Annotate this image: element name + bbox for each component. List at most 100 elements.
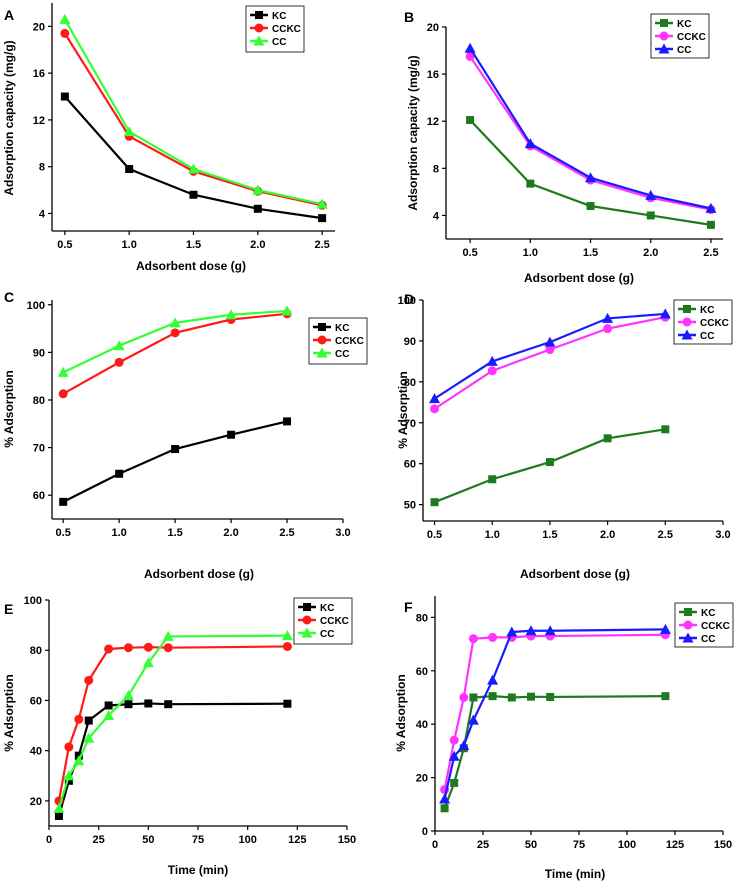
legend-label: KC [700, 305, 714, 316]
x-tick-label: 3.0 [335, 527, 350, 539]
y-axis-title: % Adsorption [394, 674, 408, 752]
data-point [143, 642, 153, 652]
data-point [603, 324, 613, 334]
data-point [115, 469, 124, 478]
data-point [544, 336, 556, 347]
x-axis-title: Time (min) [168, 863, 228, 877]
y-tick-label: 80 [30, 645, 42, 657]
data-point [429, 393, 441, 404]
legend-label: CCKC [272, 24, 301, 35]
legend-label: KC [272, 11, 286, 22]
legend-label: CC [272, 37, 286, 48]
y-tick-label: 40 [30, 746, 42, 758]
data-point [63, 770, 75, 781]
series-line [62, 420, 288, 503]
data-point [316, 198, 328, 209]
x-tick-label: 2.0 [250, 239, 265, 251]
legend-swatch-marker [683, 620, 693, 630]
x-tick-label: 3.0 [715, 529, 730, 541]
legend-label: CC [701, 634, 715, 645]
legend-swatch-marker [255, 11, 263, 19]
data-point [488, 475, 497, 484]
data-point [661, 692, 670, 701]
data-point [430, 498, 439, 507]
panel-letter: E [4, 601, 13, 617]
x-axis-title: Adsorbent dose (g) [524, 271, 634, 285]
y-tick-label: 80 [33, 395, 45, 407]
data-point [602, 312, 614, 323]
x-tick-label: 25 [477, 839, 489, 851]
legend-label: CCKC [701, 621, 730, 632]
x-tick-label: 2.0 [643, 247, 658, 259]
x-tick-label: 1.5 [167, 527, 182, 539]
data-point [281, 305, 293, 316]
legend-label: KC [320, 603, 334, 614]
data-point [64, 742, 74, 752]
x-tick-label: 2.0 [600, 529, 615, 541]
data-point [318, 214, 327, 223]
y-tick-label: 60 [416, 666, 428, 678]
data-point [123, 643, 133, 653]
data-point [486, 355, 498, 366]
legend-swatch-marker [682, 317, 692, 327]
y-tick-label: 100 [24, 595, 42, 607]
data-point [705, 202, 717, 213]
x-tick-label: 125 [666, 839, 684, 851]
data-point [103, 710, 115, 721]
series-line [469, 55, 712, 211]
data-point [170, 328, 180, 338]
legend-swatch-marker [658, 43, 670, 54]
y-tick-label: 70 [404, 418, 416, 430]
x-tick-label: 50 [525, 839, 537, 851]
x-tick-label: 0 [46, 834, 52, 846]
series-cckc [54, 641, 292, 806]
data-point [171, 445, 180, 454]
data-point [706, 220, 715, 229]
data-point [113, 340, 125, 351]
data-point [281, 630, 293, 641]
y-axis-title: Adsorption capacity (mg/g) [2, 40, 16, 195]
legend-label: KC [677, 19, 691, 30]
data-point [60, 92, 69, 101]
x-tick-label: 0.5 [427, 529, 442, 541]
data-point [488, 692, 497, 701]
data-point [430, 404, 440, 414]
data-point [586, 202, 595, 211]
data-point [58, 389, 68, 399]
data-point [449, 735, 459, 745]
y-tick-label: 16 [33, 68, 45, 80]
series-kc [466, 116, 715, 229]
data-point [59, 13, 71, 24]
data-point [114, 357, 124, 367]
data-point [525, 625, 537, 636]
y-tick-label: 12 [33, 115, 45, 127]
data-point [439, 793, 451, 804]
x-tick-label: 50 [142, 834, 154, 846]
legend: KC CCKC CC [308, 317, 368, 365]
data-point [227, 430, 236, 439]
series-line [433, 316, 666, 410]
data-point [64, 776, 73, 785]
y-tick-label: 8 [433, 163, 439, 175]
data-point [526, 179, 535, 188]
series-cc [429, 308, 671, 404]
y-tick-label: 20 [30, 796, 42, 808]
legend-label: CCKC [677, 32, 706, 43]
x-tick-label: 0 [432, 839, 438, 851]
y-tick-label: 4 [433, 210, 440, 222]
y-tick-label: 90 [404, 336, 416, 348]
legend-label: CCKC [335, 336, 364, 347]
y-tick-label: 60 [33, 490, 45, 502]
legend: KC CCKC CC [293, 597, 353, 645]
legend-label: CC [320, 629, 334, 640]
x-axis-title: Time (min) [545, 867, 605, 881]
y-tick-label: 60 [404, 459, 416, 471]
y-tick-label: 100 [398, 295, 416, 307]
x-axis-title: Adsorbent dose (g) [136, 259, 246, 273]
data-point [585, 172, 597, 183]
series-line [63, 32, 323, 207]
y-tick-label: 50 [404, 500, 416, 512]
data-point [84, 716, 93, 725]
data-point [283, 699, 292, 708]
x-tick-label: 2.5 [658, 529, 673, 541]
